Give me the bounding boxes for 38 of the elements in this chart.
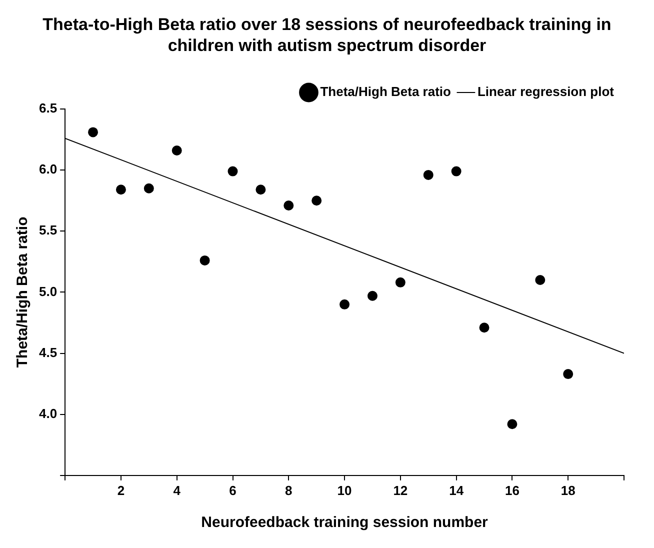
point xyxy=(116,184,126,195)
y-tick-label: 4.0 xyxy=(38,406,58,421)
point xyxy=(507,419,518,430)
x-tick-label: 14 xyxy=(449,482,464,498)
point xyxy=(340,299,350,310)
point xyxy=(88,127,98,138)
x-tick-label: 12 xyxy=(393,482,408,498)
x-tick-label: 6 xyxy=(229,482,236,498)
x-tick-label: 4 xyxy=(173,482,182,498)
point xyxy=(256,184,266,195)
point xyxy=(312,196,322,206)
x-tick-label: 8 xyxy=(285,482,292,498)
y-tick-label: 4.5 xyxy=(38,344,58,360)
point xyxy=(423,170,434,180)
point xyxy=(144,183,154,194)
chart-title: Theta-to-High Beta ratio over 18 sessions of neurofeedback training in children with autism spectrum disorder xyxy=(42,14,612,56)
x-tick-label: 2 xyxy=(117,482,125,498)
x-tick-label: 10 xyxy=(337,482,352,498)
point xyxy=(367,290,378,301)
point xyxy=(228,166,238,176)
point xyxy=(535,274,546,285)
y-tick-label: 6.0 xyxy=(38,162,58,177)
y-axis-title: Theta/High Beta ratio xyxy=(14,216,32,368)
x-tick-label: 18 xyxy=(560,482,576,498)
x-tick-label: 16 xyxy=(504,482,520,498)
legend-label: Linear regression plot xyxy=(477,84,615,100)
x-axis-title: Neurofeedback training session number xyxy=(201,514,488,532)
point xyxy=(395,277,406,288)
point xyxy=(451,166,462,176)
point xyxy=(563,369,574,380)
point xyxy=(200,255,210,266)
point xyxy=(479,322,490,333)
point xyxy=(284,200,294,210)
y-tick-label: 5.0 xyxy=(38,284,58,299)
legend-label: Theta/High Beta ratio xyxy=(320,84,452,100)
y-tick-label: 6.5 xyxy=(38,100,58,116)
point xyxy=(172,146,182,156)
y-tick-label: 5.5 xyxy=(38,222,58,238)
